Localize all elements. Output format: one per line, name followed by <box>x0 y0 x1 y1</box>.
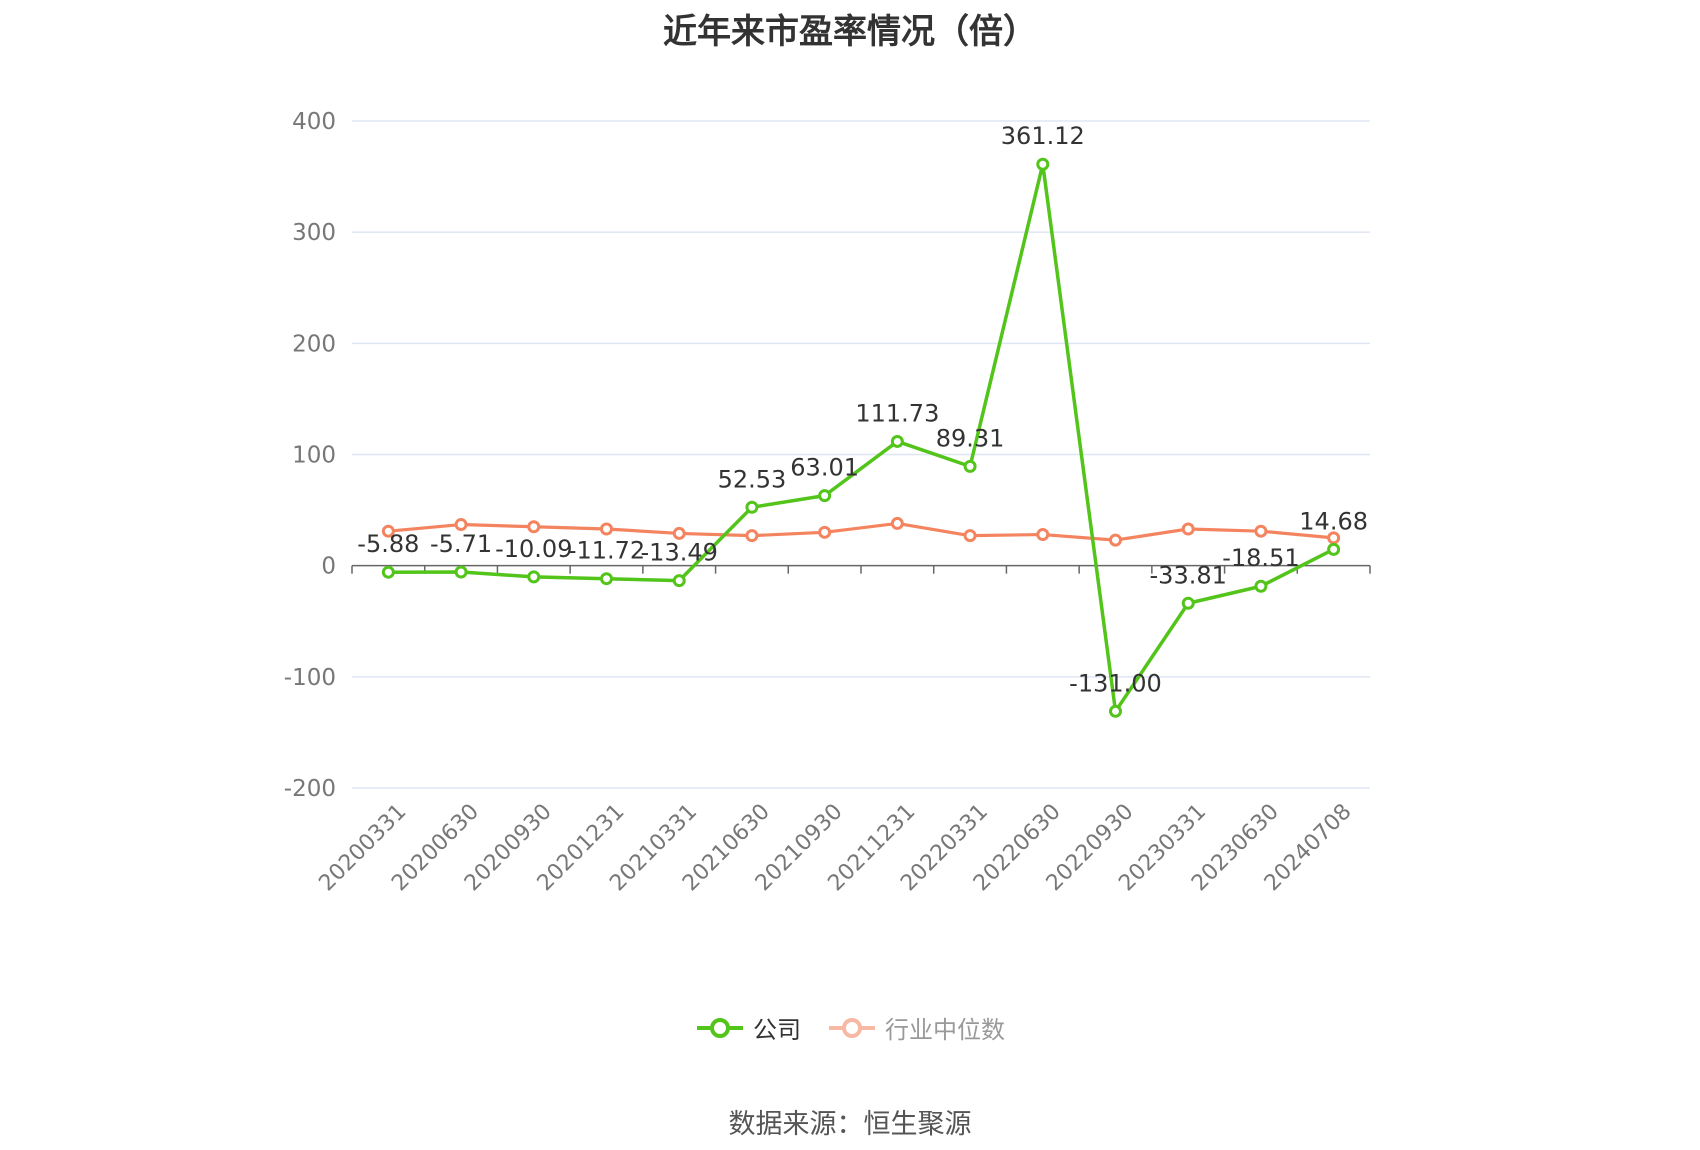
data-point-industry[interactable] <box>454 518 468 532</box>
series-line-industry <box>388 521 1334 542</box>
data-label: -33.81 <box>1150 561 1227 589</box>
y-tick-label: -100 <box>284 665 336 691</box>
data-point-industry[interactable] <box>527 520 541 534</box>
series-line-company <box>388 162 1335 714</box>
legend-item-industry[interactable]: 行业中位数 <box>827 1010 1005 1045</box>
y-tick-label: 200 <box>292 331 336 357</box>
legend: 公司 行业中位数 <box>0 1010 1700 1045</box>
data-point-company[interactable] <box>454 565 468 579</box>
data-label: 111.73 <box>855 399 939 427</box>
data-source-note: 数据来源：恒生聚源 <box>728 1109 972 1140</box>
data-point-company[interactable] <box>527 570 541 584</box>
data-label: -13.49 <box>641 539 718 567</box>
data-point-company[interactable] <box>745 500 759 514</box>
data-point-industry[interactable] <box>381 524 395 538</box>
y-tick-label: 400 <box>292 109 336 135</box>
data-point-industry[interactable] <box>890 516 904 530</box>
data-point-company[interactable] <box>600 572 613 586</box>
data-label: -5.71 <box>430 530 492 558</box>
legend-industry-marker <box>842 1017 862 1038</box>
data-point-company[interactable] <box>1181 596 1195 610</box>
data-label: -5.88 <box>357 530 419 558</box>
data-point-company[interactable] <box>1327 542 1341 556</box>
grid-lines <box>352 120 1370 789</box>
data-point-company[interactable] <box>1036 157 1050 171</box>
data-label: -10.09 <box>495 535 572 563</box>
data-point-company[interactable] <box>672 574 686 588</box>
x-axis <box>351 564 1371 574</box>
data-label: 14.68 <box>1299 507 1368 535</box>
data-label: 52.53 <box>718 465 787 493</box>
legend-company-swatch-icon <box>697 1017 743 1038</box>
data-point-industry[interactable] <box>1036 528 1050 542</box>
data-label: -11.72 <box>568 537 645 565</box>
x-axis-tick-labels: 2020033120200630202009302020123120210331… <box>314 799 1356 896</box>
data-label: -18.51 <box>1222 544 1299 572</box>
y-axis-tick-labels: 400 300 200 100 0 -100 -200 <box>284 109 336 802</box>
series-lines <box>381 157 1341 718</box>
data-label: 63.01 <box>790 454 859 482</box>
data-point-company[interactable] <box>1254 579 1268 593</box>
data-label: -131.00 <box>1069 669 1162 697</box>
data-point-industry[interactable] <box>1109 533 1122 547</box>
data-point-company[interactable] <box>818 489 832 503</box>
legend-industry-label: 行业中位数 <box>885 1016 1005 1044</box>
data-point-industry[interactable] <box>818 525 832 539</box>
legend-item-company[interactable]: 公司 <box>695 1010 801 1045</box>
data-label: 361.12 <box>1001 122 1085 150</box>
data-point-company[interactable] <box>381 565 395 579</box>
legend-industry-swatch-icon <box>829 1017 875 1038</box>
data-point-company[interactable] <box>890 434 904 448</box>
legend-company-label: 公司 <box>753 1016 801 1044</box>
data-point-industry[interactable] <box>745 529 759 543</box>
data-point-industry[interactable] <box>600 522 613 536</box>
y-tick-label: 0 <box>321 554 336 580</box>
data-point-company[interactable] <box>963 459 977 473</box>
data-point-industry[interactable] <box>1181 522 1195 536</box>
data-point-company[interactable] <box>1109 704 1122 718</box>
data-point-industry[interactable] <box>1254 524 1268 538</box>
data-label: 89.31 <box>936 424 1005 452</box>
y-tick-label: 100 <box>292 443 336 469</box>
y-tick-label: -200 <box>284 776 336 802</box>
y-tick-label: 300 <box>292 220 336 246</box>
data-point-industry[interactable] <box>672 526 686 540</box>
data-labels: -5.88 -5.71 -10.09-11.72-13.49 52.53 63.01 11… <box>357 122 1368 697</box>
legend-company-marker <box>710 1017 730 1038</box>
data-point-industry[interactable] <box>963 529 977 543</box>
chart-title: 近年来市盈率情况（倍） <box>663 12 1037 52</box>
